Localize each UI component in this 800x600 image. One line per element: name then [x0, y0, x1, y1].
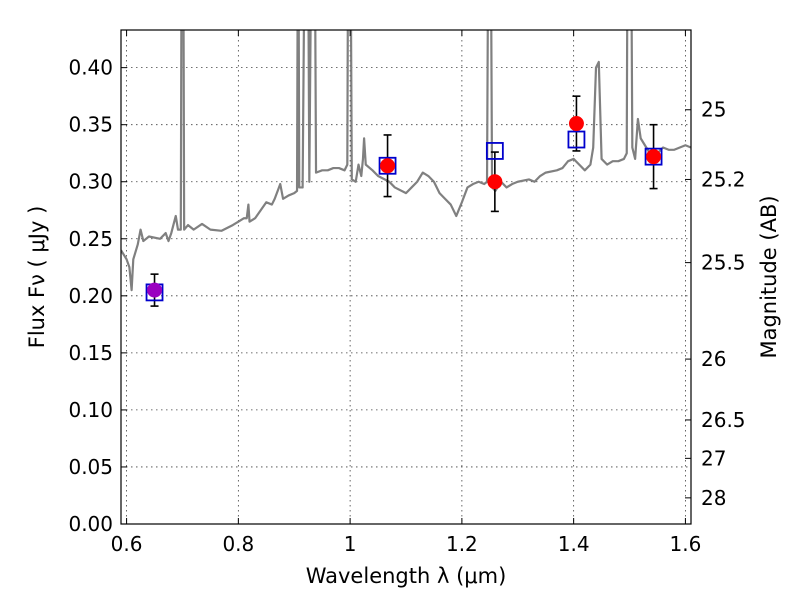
y-tick-label: 0.10: [68, 398, 113, 422]
y-tick-labels: 0.00 0.05 0.10 0.15 0.20 0.25 0.30 0.35 0.40: [68, 56, 113, 536]
observed-circle-marker: [646, 149, 662, 165]
x-tick-label: 1: [344, 532, 357, 556]
x-tick-labels: 0.6 0.8 1 1.2 1.4 1.6: [111, 532, 702, 556]
model-square-marker: [378, 156, 397, 175]
x-tick-label: 0.6: [111, 532, 143, 556]
x-tick-label: 0.8: [222, 532, 254, 556]
magnitude-tick-label: 26.5: [701, 408, 746, 432]
magnitude-tick-label: 26: [701, 347, 726, 371]
y-tick-label: 0.00: [68, 512, 113, 536]
x-tick-label: 1.2: [446, 532, 478, 556]
y-tick-label: 0.05: [68, 455, 113, 479]
magnitude-tick-label: 27: [701, 446, 726, 470]
y-tick-label: 0.15: [68, 341, 113, 365]
y-tick-label: 0.20: [68, 284, 113, 308]
model-square-marker: [644, 147, 663, 166]
y-tick-label: 0.35: [68, 113, 113, 137]
magnitude-tick-labels: 25 25.2 25.5 26 26.5 27 28: [701, 98, 746, 510]
magnitude-tick-label: 25.5: [701, 251, 746, 275]
observed-circle-marker: [568, 116, 584, 132]
x-axis-label: Wavelength λ (μm): [306, 564, 507, 588]
magnitude-tick-label: 25: [701, 98, 726, 122]
model-spectrum-line: [121, 30, 691, 292]
x-tick-label: 1.6: [670, 532, 702, 556]
y-tick-label: 0.30: [68, 170, 113, 194]
x-tick-label: 1.4: [558, 532, 590, 556]
axis-ticks: [121, 30, 691, 525]
magnitude-axis-label: Magnitude (AB): [757, 195, 781, 358]
grid-lines: [121, 30, 691, 525]
observed-circle-marker: [487, 174, 503, 190]
plot-frame: [120, 29, 692, 525]
model-square-marker: [485, 142, 504, 160]
model-photometry-markers: [145, 130, 663, 302]
observed-circle-marker: [147, 282, 163, 298]
magnitude-tick-label: 28: [701, 486, 726, 510]
y-axis-label: Flux Fν ( μJy ): [25, 206, 49, 349]
magnitude-tick-label: 25.2: [701, 167, 746, 191]
y-tick-label: 0.40: [68, 56, 113, 80]
model-square-marker: [567, 130, 586, 149]
observed-circle-marker: [380, 158, 396, 174]
y-tick-label: 0.25: [68, 227, 113, 251]
observed-photometry-markers: [147, 116, 662, 298]
